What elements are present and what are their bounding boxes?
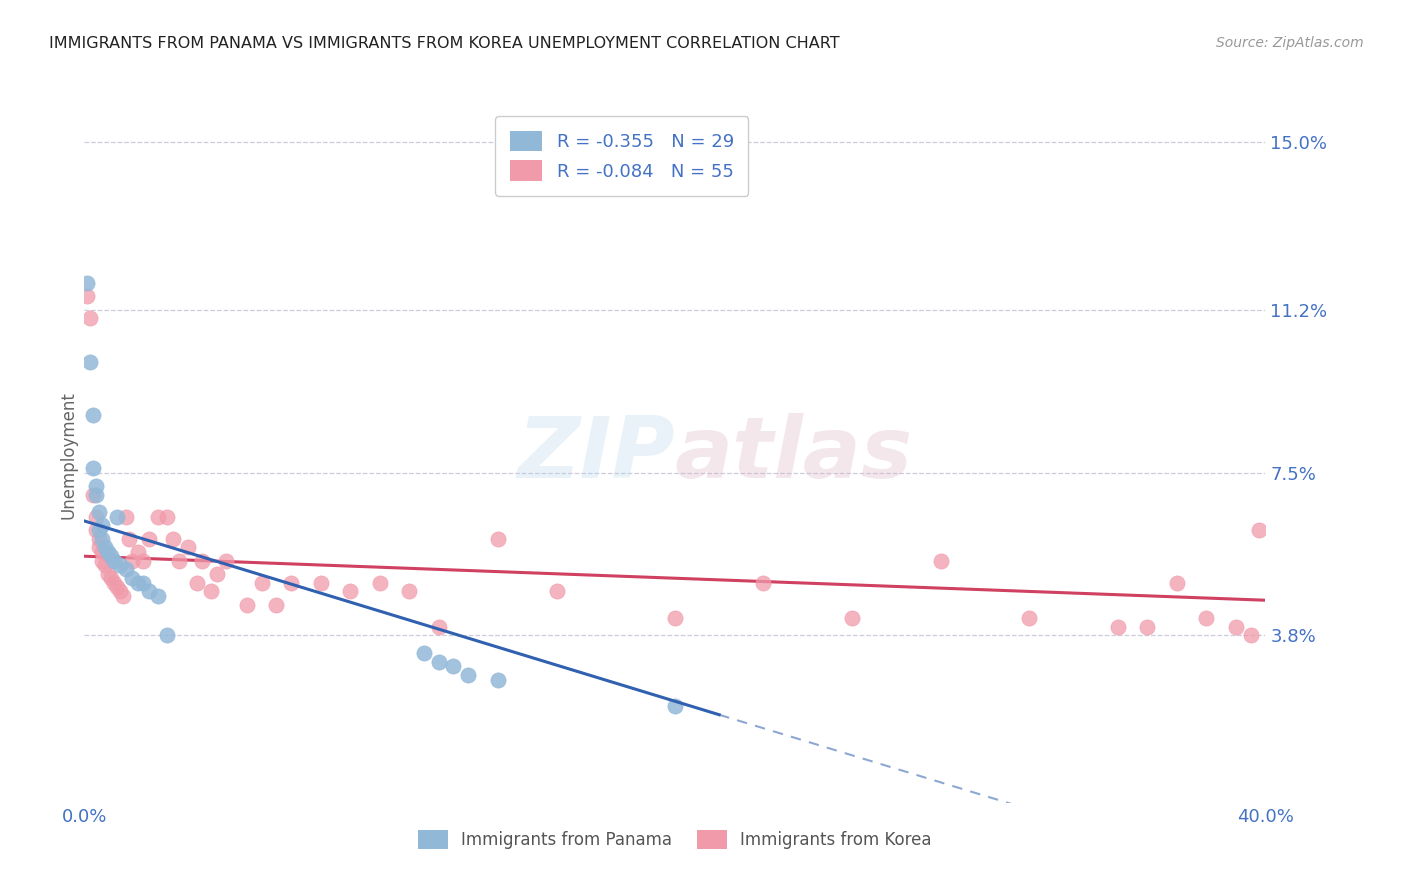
Point bbox=[1136, 620, 1159, 634]
Point bbox=[91, 545, 114, 559]
Point bbox=[236, 598, 259, 612]
Point bbox=[148, 509, 170, 524]
Point bbox=[82, 409, 104, 423]
Point bbox=[664, 611, 686, 625]
Point bbox=[100, 549, 122, 564]
Point bbox=[148, 589, 170, 603]
Point bbox=[108, 558, 131, 572]
Point bbox=[121, 553, 143, 567]
Text: IMMIGRANTS FROM PANAMA VS IMMIGRANTS FROM KOREA UNEMPLOYMENT CORRELATION CHART: IMMIGRANTS FROM PANAMA VS IMMIGRANTS FRO… bbox=[49, 36, 839, 51]
Point bbox=[841, 611, 863, 625]
Point bbox=[84, 509, 107, 524]
Point bbox=[87, 523, 111, 537]
Point bbox=[84, 479, 107, 493]
Point bbox=[427, 620, 450, 634]
Point bbox=[186, 575, 208, 590]
Point bbox=[486, 532, 509, 546]
Point bbox=[546, 584, 568, 599]
Point bbox=[103, 553, 125, 567]
Point bbox=[87, 532, 111, 546]
Point bbox=[121, 571, 143, 585]
Point bbox=[97, 566, 120, 581]
Point bbox=[87, 541, 111, 555]
Point bbox=[82, 487, 104, 501]
Point bbox=[156, 628, 179, 642]
Point bbox=[200, 584, 222, 599]
Point bbox=[486, 673, 509, 687]
Text: Source: ZipAtlas.com: Source: ZipAtlas.com bbox=[1216, 36, 1364, 50]
Point bbox=[127, 575, 149, 590]
Point bbox=[427, 655, 450, 669]
Point bbox=[664, 698, 686, 713]
Point bbox=[79, 355, 101, 369]
Point bbox=[105, 509, 128, 524]
Text: ZIP: ZIP bbox=[517, 413, 675, 497]
Point bbox=[398, 584, 420, 599]
Point bbox=[111, 589, 134, 603]
Y-axis label: Unemployment: Unemployment bbox=[59, 391, 77, 519]
Point bbox=[91, 518, 114, 533]
Point bbox=[114, 562, 136, 576]
Point bbox=[94, 541, 117, 555]
Point bbox=[127, 545, 149, 559]
Legend: Immigrants from Panama, Immigrants from Korea: Immigrants from Panama, Immigrants from … bbox=[409, 822, 941, 857]
Point bbox=[1107, 620, 1129, 634]
Point bbox=[167, 553, 190, 567]
Point bbox=[929, 553, 952, 567]
Point bbox=[84, 487, 107, 501]
Point bbox=[132, 553, 155, 567]
Point bbox=[103, 575, 125, 590]
Point bbox=[339, 584, 361, 599]
Text: atlas: atlas bbox=[675, 413, 912, 497]
Point bbox=[76, 276, 98, 290]
Point bbox=[138, 532, 160, 546]
Point bbox=[94, 558, 117, 572]
Point bbox=[1225, 620, 1247, 634]
Point bbox=[207, 566, 229, 581]
Point bbox=[82, 461, 104, 475]
Point bbox=[91, 553, 114, 567]
Point bbox=[118, 532, 141, 546]
Point bbox=[413, 646, 436, 660]
Point bbox=[250, 575, 273, 590]
Point bbox=[309, 575, 332, 590]
Point bbox=[138, 584, 160, 599]
Point bbox=[266, 598, 288, 612]
Point bbox=[177, 541, 200, 555]
Point bbox=[1166, 575, 1188, 590]
Point bbox=[97, 545, 120, 559]
Point bbox=[1195, 611, 1218, 625]
Point bbox=[105, 580, 128, 594]
Point bbox=[114, 509, 136, 524]
Point bbox=[100, 571, 122, 585]
Point bbox=[280, 575, 302, 590]
Point bbox=[443, 659, 465, 673]
Point bbox=[162, 532, 184, 546]
Point bbox=[87, 505, 111, 519]
Point bbox=[79, 311, 101, 326]
Point bbox=[84, 523, 107, 537]
Point bbox=[368, 575, 391, 590]
Point bbox=[457, 668, 479, 682]
Point bbox=[132, 575, 155, 590]
Point bbox=[191, 553, 214, 567]
Point bbox=[752, 575, 775, 590]
Point bbox=[108, 584, 131, 599]
Point bbox=[76, 289, 98, 303]
Point bbox=[91, 532, 114, 546]
Point bbox=[215, 553, 238, 567]
Point bbox=[156, 509, 179, 524]
Point bbox=[1240, 628, 1263, 642]
Point bbox=[1018, 611, 1040, 625]
Point bbox=[1249, 523, 1271, 537]
